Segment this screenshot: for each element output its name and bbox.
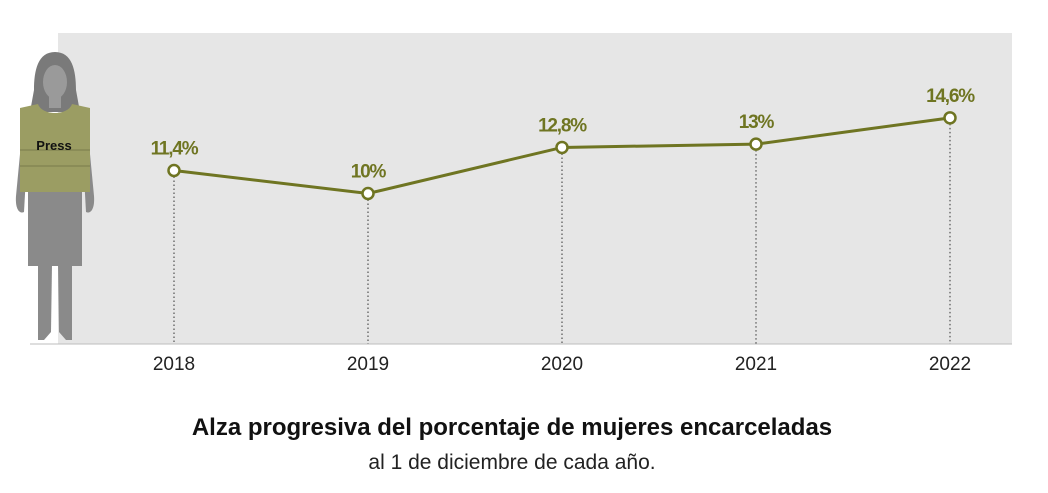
chart-title: Alza progresiva del porcentaje de mujere… [191, 414, 833, 441]
data-point [943, 111, 957, 125]
chart: Press 11,4% 10% 12,8% 13% 14,6% 2018 2019 2020… [15, 33, 1012, 375]
data-point [555, 140, 569, 155]
data-label: 14,6% [926, 86, 975, 107]
data-point [361, 186, 375, 201]
chart-subtitle: al 1 de diciembre de cada año. [368, 451, 656, 474]
data-label: 12,8% [538, 115, 587, 136]
data-label: 11,4% [151, 138, 199, 159]
data-label: 13% [739, 112, 775, 133]
plot-background [58, 33, 1012, 344]
x-tick-label: 2020 [541, 354, 583, 375]
vest-label: Press [36, 138, 71, 153]
woman-press-vest-icon: Press [15, 52, 95, 340]
data-point [749, 137, 763, 151]
data-label: 10% [351, 162, 387, 183]
x-tick-label: 2018 [153, 354, 195, 375]
x-tick-label: 2021 [735, 354, 777, 375]
data-point [167, 163, 181, 178]
x-tick-label: 2019 [347, 354, 389, 375]
x-tick-label: 2022 [929, 354, 971, 375]
